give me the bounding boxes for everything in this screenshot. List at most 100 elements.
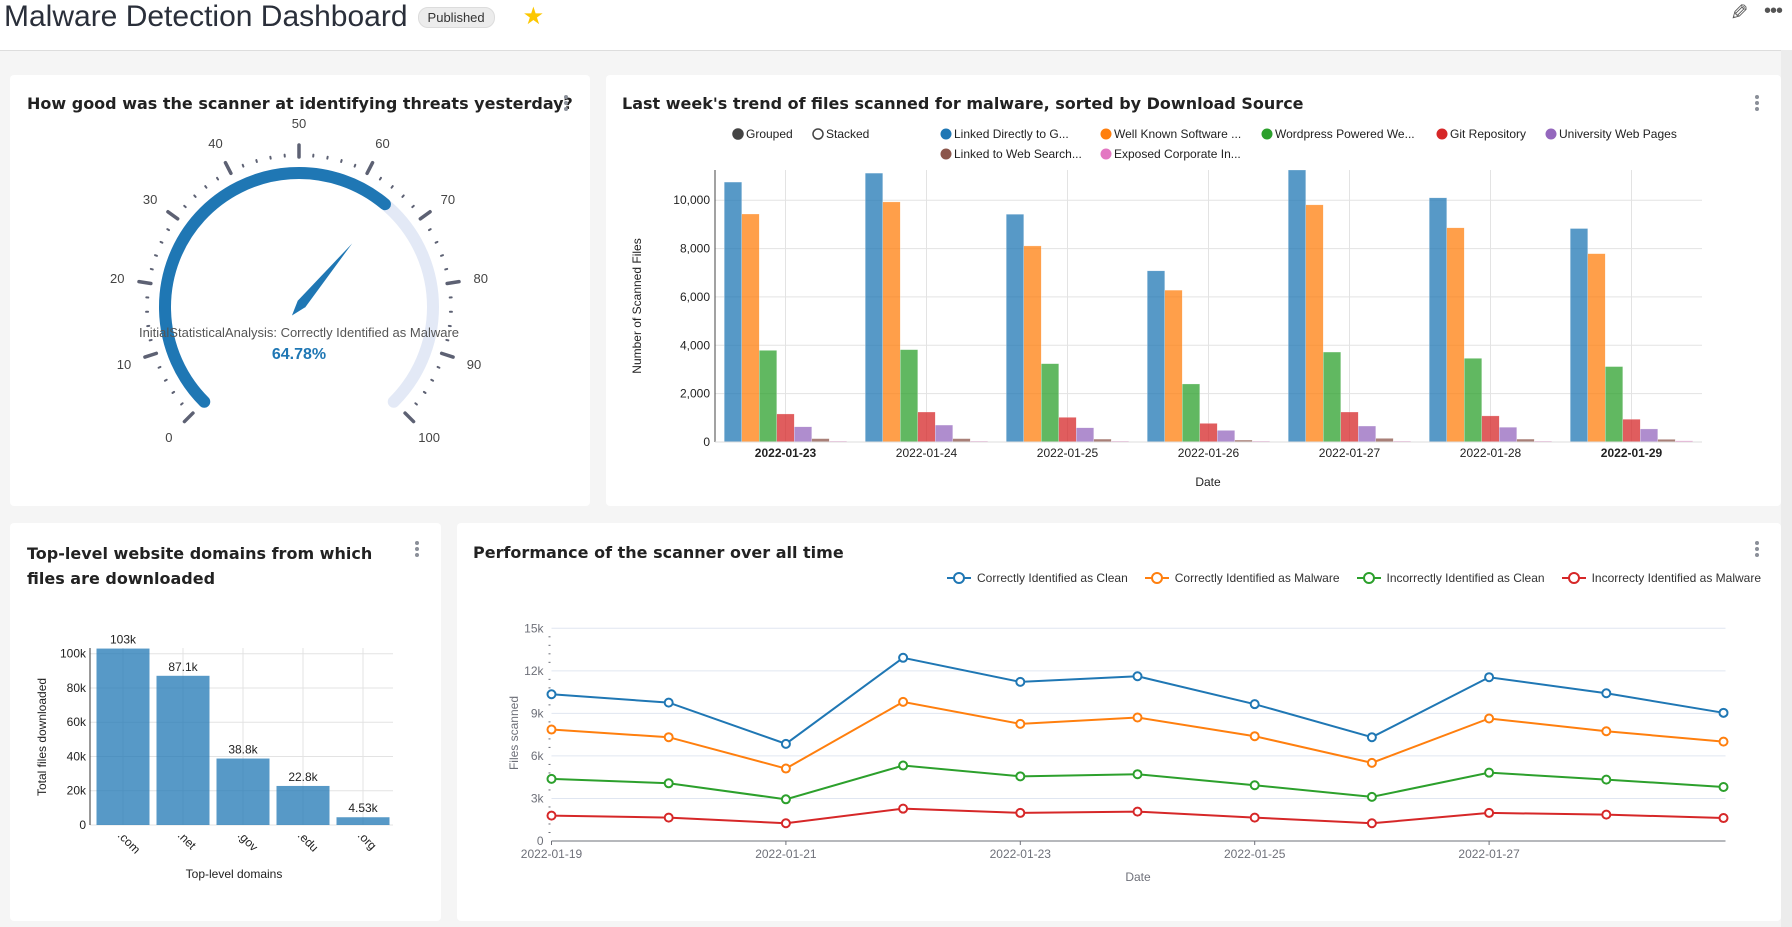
data-point — [1601, 688, 1612, 699]
bar — [1499, 427, 1517, 443]
legend-marker[interactable] — [1261, 128, 1273, 140]
x-tick-label: 2022-01-28 — [1460, 446, 1522, 460]
data-point — [1366, 818, 1377, 829]
x-axis-title: Top-level domains — [186, 867, 283, 881]
performance-card-menu-icon[interactable] — [1754, 540, 1760, 558]
legend-item[interactable]: Correctly Identified as Malware — [1144, 571, 1340, 585]
legend-marker[interactable] — [1436, 128, 1448, 140]
legend-mode-label[interactable]: Grouped — [746, 127, 793, 141]
dashboard-header: Malware Detection Dashboard Published ★ … — [0, 0, 1792, 51]
gauge-tick-label: 50 — [292, 116, 306, 131]
series-line — [551, 700, 1724, 770]
y-tick-label: 0 — [79, 818, 86, 832]
legend-marker[interactable] — [940, 128, 952, 140]
legend-mode-label[interactable]: Stacked — [826, 127, 869, 141]
bar — [1358, 425, 1376, 443]
data-point — [1015, 771, 1026, 782]
x-tick-label: 2022-01-29 — [1601, 446, 1663, 460]
domains-bar-chart: 0 20k 40k 60k 80k 100k 103k .com 87.1k .net 38.8k.… — [35, 633, 393, 881]
data-point — [546, 689, 557, 700]
gauge-minor-tick — [180, 402, 184, 406]
data-point — [780, 794, 791, 805]
legend-marker-icon — [1356, 572, 1381, 584]
data-point — [1249, 812, 1260, 823]
star-icon[interactable]: ★ — [522, 3, 545, 30]
gauge-minor-tick — [154, 254, 158, 257]
gauge-minor-tick — [204, 185, 208, 189]
legend-item-label[interactable]: Well Known Software ... — [1114, 127, 1241, 141]
legend-item-label: Correctly Identified as Clean — [977, 571, 1128, 585]
bar — [724, 181, 742, 443]
y-tick-label: 100k — [60, 647, 87, 661]
gauge-minor-tick — [171, 390, 176, 394]
gauge-minor-tick — [434, 240, 439, 244]
gauge-minor-tick — [159, 240, 164, 244]
legend-mode-grouped-radio[interactable] — [732, 128, 744, 140]
legend-item-label[interactable]: Git Repository — [1450, 127, 1526, 141]
data-point — [1366, 791, 1377, 802]
legend-item[interactable]: Incorrecty Identified as Malware — [1561, 571, 1761, 585]
bar — [1164, 289, 1183, 443]
y-tick-label: 2,000 — [680, 387, 710, 401]
bar — [1375, 438, 1394, 443]
bar-data-label: 103k — [110, 633, 137, 647]
gauge-minor-tick — [422, 390, 427, 394]
more-horizontal-icon[interactable]: ••• — [1764, 0, 1783, 22]
data-point — [1718, 707, 1729, 718]
y-tick-label: 80k — [67, 681, 87, 695]
bar — [865, 172, 883, 443]
legend-item-label[interactable]: Linked Directly to G... — [954, 127, 1069, 141]
data-point — [1484, 807, 1495, 818]
data-point — [1601, 774, 1612, 785]
gauge-major-tick — [143, 351, 159, 359]
data-point — [1132, 806, 1143, 817]
data-point — [1249, 780, 1260, 791]
performance-legend: Correctly Identified as Clean Correctly … — [946, 571, 1761, 585]
download-source-card-menu-icon[interactable] — [1754, 94, 1760, 112]
gauge-card-title: How good was the scanner at identifying … — [27, 94, 573, 113]
bar — [1323, 351, 1341, 443]
legend-item-label[interactable]: Exposed Corporate In... — [1114, 147, 1241, 161]
gauge-minor-tick — [157, 365, 162, 369]
legend-marker[interactable] — [1100, 148, 1112, 160]
gauge-minor-tick — [436, 365, 441, 369]
gauge-value: 64.78% — [272, 346, 326, 363]
bar — [1288, 169, 1306, 443]
gauge-minor-tick — [390, 185, 394, 189]
page-scrollbar[interactable] — [1781, 50, 1792, 927]
legend-item[interactable]: Incorrectly Identified as Clean — [1356, 571, 1545, 585]
legend-item[interactable]: Correctly Identified as Clean — [946, 571, 1128, 585]
data-point — [546, 724, 557, 735]
data-point — [898, 696, 909, 707]
pencil-icon[interactable]: ✎ — [1730, 0, 1749, 25]
legend-mode-stacked-radio[interactable] — [812, 128, 824, 140]
data-point — [1601, 726, 1612, 737]
data-point — [780, 763, 791, 774]
gauge-card-menu-icon[interactable] — [563, 94, 569, 112]
data-point — [546, 810, 557, 821]
legend-marker[interactable] — [1100, 128, 1112, 140]
gauge-minor-tick — [163, 378, 168, 382]
data-point — [1366, 732, 1377, 743]
bar — [935, 424, 953, 443]
bar — [759, 350, 777, 443]
domains-card: Top-level website domains from which fil… — [10, 523, 441, 921]
legend-item-label[interactable]: Linked to Web Search... — [954, 147, 1082, 161]
bar — [1041, 363, 1059, 443]
x-axis-title: Date — [1125, 870, 1151, 884]
data-point — [898, 803, 909, 814]
legend-item-label[interactable]: Wordpress Powered We... — [1275, 127, 1415, 141]
legend-marker[interactable] — [1545, 128, 1557, 140]
legend-item-label[interactable]: University Web Pages — [1559, 127, 1677, 141]
dashboard-title: Malware Detection Dashboard — [4, 0, 408, 33]
legend-marker[interactable] — [940, 148, 952, 160]
y-tick-label: 4,000 — [680, 338, 710, 352]
gauge-minor-tick — [411, 204, 415, 209]
bar — [776, 413, 795, 443]
x-tick-label: 2022-01-19 — [521, 847, 583, 861]
gauge-tick-label: 30 — [143, 192, 157, 207]
data-point — [663, 812, 674, 823]
data-point — [1015, 676, 1026, 687]
bar — [1587, 253, 1606, 443]
domains-card-menu-icon[interactable] — [414, 540, 420, 558]
